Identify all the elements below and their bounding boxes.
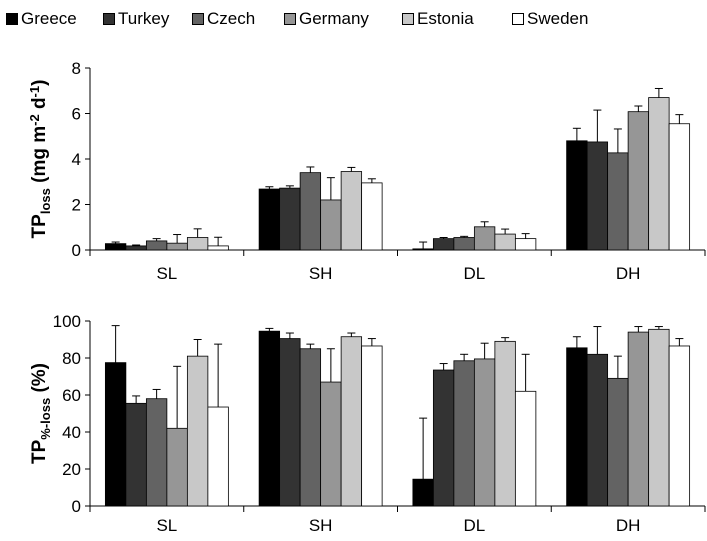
x-category-label: DL [464,264,486,283]
legend-item-sweden: Sweden [512,8,588,30]
bar-greece-dl [412,248,434,251]
bar-estonia-dl [494,340,516,507]
y-tick-label: 8 [72,59,81,78]
bar-sweden-sl [207,245,229,251]
legend: Greece Turkey Czech Germany Estonia Sweden [0,4,707,32]
bar-germany-dh [627,331,650,507]
bar-greece-dh [566,140,588,251]
legend-item-germany: Germany [284,8,369,30]
legend-item-czech: Czech [192,8,255,30]
bar-turkey-sh [279,338,301,507]
bar-estonia-dl [494,233,516,251]
bar-turkey-sl [125,245,147,251]
x-category-label: SH [309,264,333,283]
legend-swatch [402,13,414,25]
bar-sweden-sh [361,182,383,251]
bar-sweden-dh [668,123,691,251]
legend-item-greece: Greece [6,8,77,30]
bar-greece-dl [412,478,434,507]
y-tick-label: 4 [72,150,81,169]
x-category-label: SL [156,264,177,283]
y-tick-label: 0 [72,497,81,516]
bar-estonia-dh [648,97,670,251]
bar-estonia-sl [186,237,209,251]
y-tick-label: 80 [62,349,81,368]
legend-label: Sweden [527,9,589,28]
chart-panel-1: 0 2 4 6 8 SL SH DL DH TPloss (mg m-2 d-1) [27,59,706,283]
bar-germany-sh [320,199,342,251]
bar-germany-sl [166,242,188,251]
x-category-label: DH [616,516,641,535]
y-tick-label: 0 [72,241,81,260]
bar-greece-dh [566,347,588,507]
bar-greece-sh [258,330,281,507]
y-tick-label: 60 [62,386,81,405]
bar-germany-sh [320,381,342,507]
bar-germany-dl [473,358,496,507]
bar-turkey-sl [125,402,147,507]
chart-panel-2: 0 20 40 60 80 100 SL SH DL DH TP%-loss (%) [29,312,706,535]
legend-item-estonia: Estonia [402,8,474,30]
x-category-label: SL [156,516,177,535]
bar-sweden-sl [207,406,229,507]
bar-turkey-dl [432,369,455,507]
bar-czech-sl [145,398,168,507]
legend-label: Greece [21,9,77,28]
bar-sweden-dh [668,345,691,507]
bar-greece-sh [258,188,281,251]
bar-germany-dl [473,226,496,251]
bar-czech-sl [145,240,168,251]
bar-greece-sl [104,362,127,507]
y-tick-label: 100 [53,312,81,331]
bar-turkey-dh [586,141,609,251]
bar-estonia-sl [186,355,209,507]
legend-swatch [512,13,524,25]
legend-label: Germany [299,9,369,28]
bar-czech-sh [299,348,322,507]
legend-swatch [284,13,296,25]
bar-germany-dh [627,111,650,251]
bar-turkey-dh [586,353,609,507]
bar-czech-sh [299,172,322,251]
x-category-label: DH [616,264,641,283]
legend-label: Turkey [118,9,170,28]
bar-estonia-dh [648,328,670,507]
legend-swatch [192,13,204,25]
bar-greece-sl [104,243,127,251]
y-tick-label: 2 [72,196,81,215]
bar-estonia-sh [340,171,363,251]
bar-czech-dh [607,152,629,251]
y-axis-label: TPloss (mg m-2 d-1) [27,80,53,239]
bar-sweden-sh [361,345,383,507]
bar-estonia-sh [340,336,363,507]
bar-turkey-dl [432,238,455,251]
bar-sweden-dl [514,390,537,507]
bar-czech-dh [607,377,629,507]
bar-turkey-sh [279,187,301,251]
x-category-label: DL [464,516,486,535]
bar-sweden-dl [514,238,537,251]
bar-czech-dl [453,360,475,507]
legend-label: Czech [207,9,256,28]
bar-czech-dl [453,237,475,251]
x-category-label: SH [309,516,333,535]
legend-swatch [103,13,115,25]
legend-item-turkey: Turkey [103,8,169,30]
y-tick-label: 40 [62,423,81,442]
legend-label: Estonia [417,9,474,28]
y-tick-label: 6 [72,105,81,124]
y-axis-label: TP%-loss (%) [29,363,53,464]
legend-swatch [6,13,18,25]
y-tick-label: 20 [62,460,81,479]
bar-germany-sl [166,427,188,507]
